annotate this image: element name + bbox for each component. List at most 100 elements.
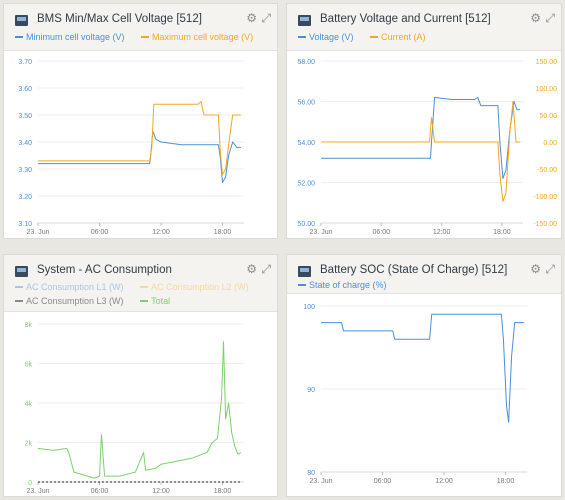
panel-header: BMS Min/Max Cell Voltage [512] ⚙ ⤢ Minim… — [4, 4, 277, 51]
settings-gear-icon[interactable]: ⚙ — [530, 262, 541, 276]
legend-label: AC Consumption L1 (W) — [26, 282, 124, 292]
x-tick-label: 18:00 — [214, 229, 232, 236]
settings-gear-icon[interactable]: ⚙ — [530, 11, 541, 25]
y-tick-label: 56.00 — [297, 100, 315, 107]
legend-label: Current (A) — [381, 32, 426, 42]
settings-gear-icon[interactable]: ⚙ — [246, 11, 257, 25]
y-tick-label: 90 — [307, 387, 315, 394]
expand-icon[interactable]: ⤢ — [545, 262, 555, 276]
y2-tick-label: -150.00 — [533, 221, 557, 228]
x-tick-label: 18:00 — [493, 229, 511, 236]
series-line-voltage-v — [321, 96, 520, 179]
chart-area: 50.00 52.00 54.00 56.00 58.00 -150.00 -100.00 -… — [287, 51, 561, 238]
y-tick-label: 3.50 — [18, 113, 32, 120]
system-overview-icon — [15, 266, 28, 277]
legend-swatch — [370, 35, 379, 38]
y-tick-label: 100 — [303, 304, 315, 311]
x-tick-label: 06:00 — [91, 229, 109, 236]
legend-swatch — [15, 35, 23, 38]
x-tick-label: 23. Jun — [310, 478, 333, 485]
legend-item-ac-l3[interactable]: AC Consumption L3 (W) — [15, 294, 124, 308]
y-tick-label: 80 — [307, 470, 315, 477]
panel-title: System - AC Consumption — [37, 264, 172, 276]
panel-title: Battery SOC (State Of Charge) [512] — [320, 264, 508, 276]
soc-chart: 80 90 100 23. Jun 06:00 12:00 18:00 — [303, 304, 527, 485]
y2-tick-label: 150.00 — [536, 59, 558, 66]
y-tick-label: 50.00 — [297, 221, 315, 228]
y2-tick-label: -100.00 — [533, 194, 557, 201]
x-tick-label: 06:00 — [374, 478, 392, 485]
series-line-minimum-cell-voltage-v — [38, 130, 241, 183]
legend-swatch — [140, 299, 149, 302]
legend-swatch — [15, 285, 23, 288]
legend: Voltage (V) Current (A) — [298, 32, 440, 42]
x-tick-label: 12:00 — [152, 229, 170, 236]
expand-icon[interactable]: ⤢ — [261, 262, 271, 276]
x-tick-label: 18:00 — [497, 478, 515, 485]
y-tick-label: 3.40 — [18, 140, 32, 147]
battery-monitor-icon — [298, 266, 311, 277]
expand-icon[interactable]: ⤢ — [261, 11, 271, 25]
ac-consumption-chart: 0 2k 4k 6k 8k 23. Jun 06:00 12:00 18:00 — [25, 322, 244, 495]
series-line-current-a — [321, 101, 520, 202]
series-line-maximum-cell-voltage-v — [38, 101, 241, 175]
y-tick-label: 54.00 — [297, 140, 315, 147]
legend-swatch — [298, 35, 306, 38]
panel-title: BMS Min/Max Cell Voltage [512] — [37, 13, 202, 25]
chart-area: 3.10 3.20 3.30 3.40 3.50 3.60 3.70 23. Jun 06:00… — [4, 51, 277, 238]
chart-area: 80 90 100 23. Jun 06:00 12:00 18:00 — [287, 294, 561, 496]
x-tick-label: 12:00 — [435, 478, 453, 485]
voltage-current-chart: 50.00 52.00 54.00 56.00 58.00 -150.00 -100.00 -… — [297, 59, 558, 236]
x-tick-label: 23. Jun — [310, 229, 333, 236]
legend-item-current[interactable]: Current (A) — [370, 32, 426, 42]
panel-header: System - AC Consumption ⚙ ⤢ AC Consumpti… — [4, 255, 277, 312]
y2-tick-label: 100.00 — [536, 86, 558, 93]
legend-label: Maximum cell voltage (V) — [152, 32, 254, 42]
panel-battery-soc: Battery SOC (State Of Charge) [512] ⚙ ⤢ … — [286, 254, 562, 497]
legend-label: AC Consumption L2 (W) — [151, 282, 249, 292]
expand-icon[interactable]: ⤢ — [545, 11, 555, 25]
panel-bms-cell-voltage: BMS Min/Max Cell Voltage [512] ⚙ ⤢ Minim… — [3, 3, 278, 239]
y-tick-label: 6k — [25, 362, 33, 369]
x-tick-label: 12:00 — [433, 229, 451, 236]
y-tick-label: 8k — [25, 322, 33, 329]
x-tick-label: 12:00 — [152, 488, 170, 495]
y2-tick-label: 0.00 — [543, 140, 557, 147]
legend-item-ac-l1[interactable]: AC Consumption L1 (W) — [15, 280, 124, 294]
panel-battery-voltage-current: Battery Voltage and Current [512] ⚙ ⤢ Vo… — [286, 3, 562, 239]
legend-item-soc[interactable]: State of charge (%) — [298, 280, 387, 290]
x-tick-label: 06:00 — [91, 488, 109, 495]
legend-item-voltage[interactable]: Voltage (V) — [298, 32, 354, 42]
cell-voltage-chart: 3.10 3.20 3.30 3.40 3.50 3.60 3.70 23. Jun 06:00… — [18, 59, 244, 236]
y-tick-label: 2k — [25, 441, 33, 448]
legend: AC Consumption L1 (W) AC Consumption L2 … — [15, 280, 275, 308]
legend-swatch — [15, 299, 23, 302]
battery-monitor-icon — [298, 15, 311, 26]
legend-label: State of charge (%) — [309, 280, 387, 290]
chart-area: 0 2k 4k 6k 8k 23. Jun 06:00 12:00 18:00 — [4, 312, 277, 496]
y-tick-label: 4k — [25, 401, 33, 408]
legend-item-min-cell-voltage[interactable]: Minimum cell voltage (V) — [15, 32, 125, 42]
y2-tick-label: 50.00 — [539, 113, 557, 120]
legend-label: Minimum cell voltage (V) — [26, 32, 125, 42]
legend-swatch — [298, 283, 306, 286]
legend-item-ac-l2[interactable]: AC Consumption L2 (W) — [140, 280, 249, 294]
y-tick-label: 58.00 — [297, 59, 315, 66]
y-tick-label: 3.60 — [18, 86, 32, 93]
y-tick-label: 3.30 — [18, 167, 32, 174]
y2-tick-label: -50.00 — [537, 167, 557, 174]
settings-gear-icon[interactable]: ⚙ — [246, 262, 257, 276]
legend-label: Total — [151, 296, 171, 306]
y-tick-label: 0 — [28, 480, 32, 487]
legend-swatch — [140, 285, 149, 288]
panel-header: Battery Voltage and Current [512] ⚙ ⤢ Vo… — [287, 4, 561, 51]
panel-ac-consumption: System - AC Consumption ⚙ ⤢ AC Consumpti… — [3, 254, 278, 497]
x-tick-label: 23. Jun — [27, 488, 50, 495]
x-tick-label: 18:00 — [214, 488, 232, 495]
panel-title: Battery Voltage and Current [512] — [320, 13, 491, 25]
legend-item-total[interactable]: Total — [140, 294, 170, 308]
legend-item-max-cell-voltage[interactable]: Maximum cell voltage (V) — [141, 32, 253, 42]
x-tick-label: 23. Jun — [27, 229, 50, 236]
legend-label: AC Consumption L3 (W) — [26, 296, 124, 306]
legend: Minimum cell voltage (V) Maximum cell vo… — [15, 32, 267, 42]
